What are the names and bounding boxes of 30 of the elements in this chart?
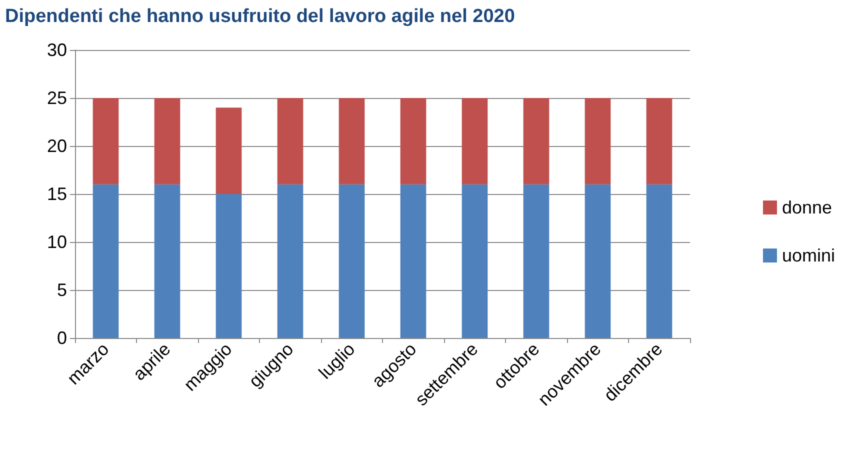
bar: [646, 184, 672, 338]
bar: [216, 108, 242, 194]
bar: [400, 184, 426, 338]
bar: [646, 98, 672, 184]
bar: [338, 184, 365, 338]
legend-label: uomini: [782, 246, 836, 266]
legend-label: donne: [782, 198, 832, 218]
bar: [584, 98, 611, 184]
bar: [523, 184, 550, 338]
bar: [92, 98, 119, 184]
bar: [154, 98, 180, 184]
bar: [154, 184, 180, 338]
bar: [462, 98, 488, 184]
bar: [584, 184, 611, 338]
y-tick-label: 20: [46, 136, 67, 156]
y-tick-label: 10: [46, 232, 67, 252]
bar: [400, 98, 426, 184]
bar: [277, 184, 304, 338]
y-tick-label: 30: [46, 40, 67, 60]
bar: [277, 98, 304, 184]
bar: [462, 184, 488, 338]
bar: [338, 98, 365, 184]
y-tick-label: 5: [56, 280, 67, 300]
chart-title: Dipendenti che hanno usufruito del lavoro agile nel 2020: [5, 6, 515, 27]
y-tick-label: 25: [46, 88, 67, 108]
bar: [523, 98, 550, 184]
bar: [216, 194, 242, 338]
y-tick-label: 0: [56, 328, 67, 348]
y-tick-label: 15: [46, 184, 67, 204]
bar: [92, 184, 119, 338]
